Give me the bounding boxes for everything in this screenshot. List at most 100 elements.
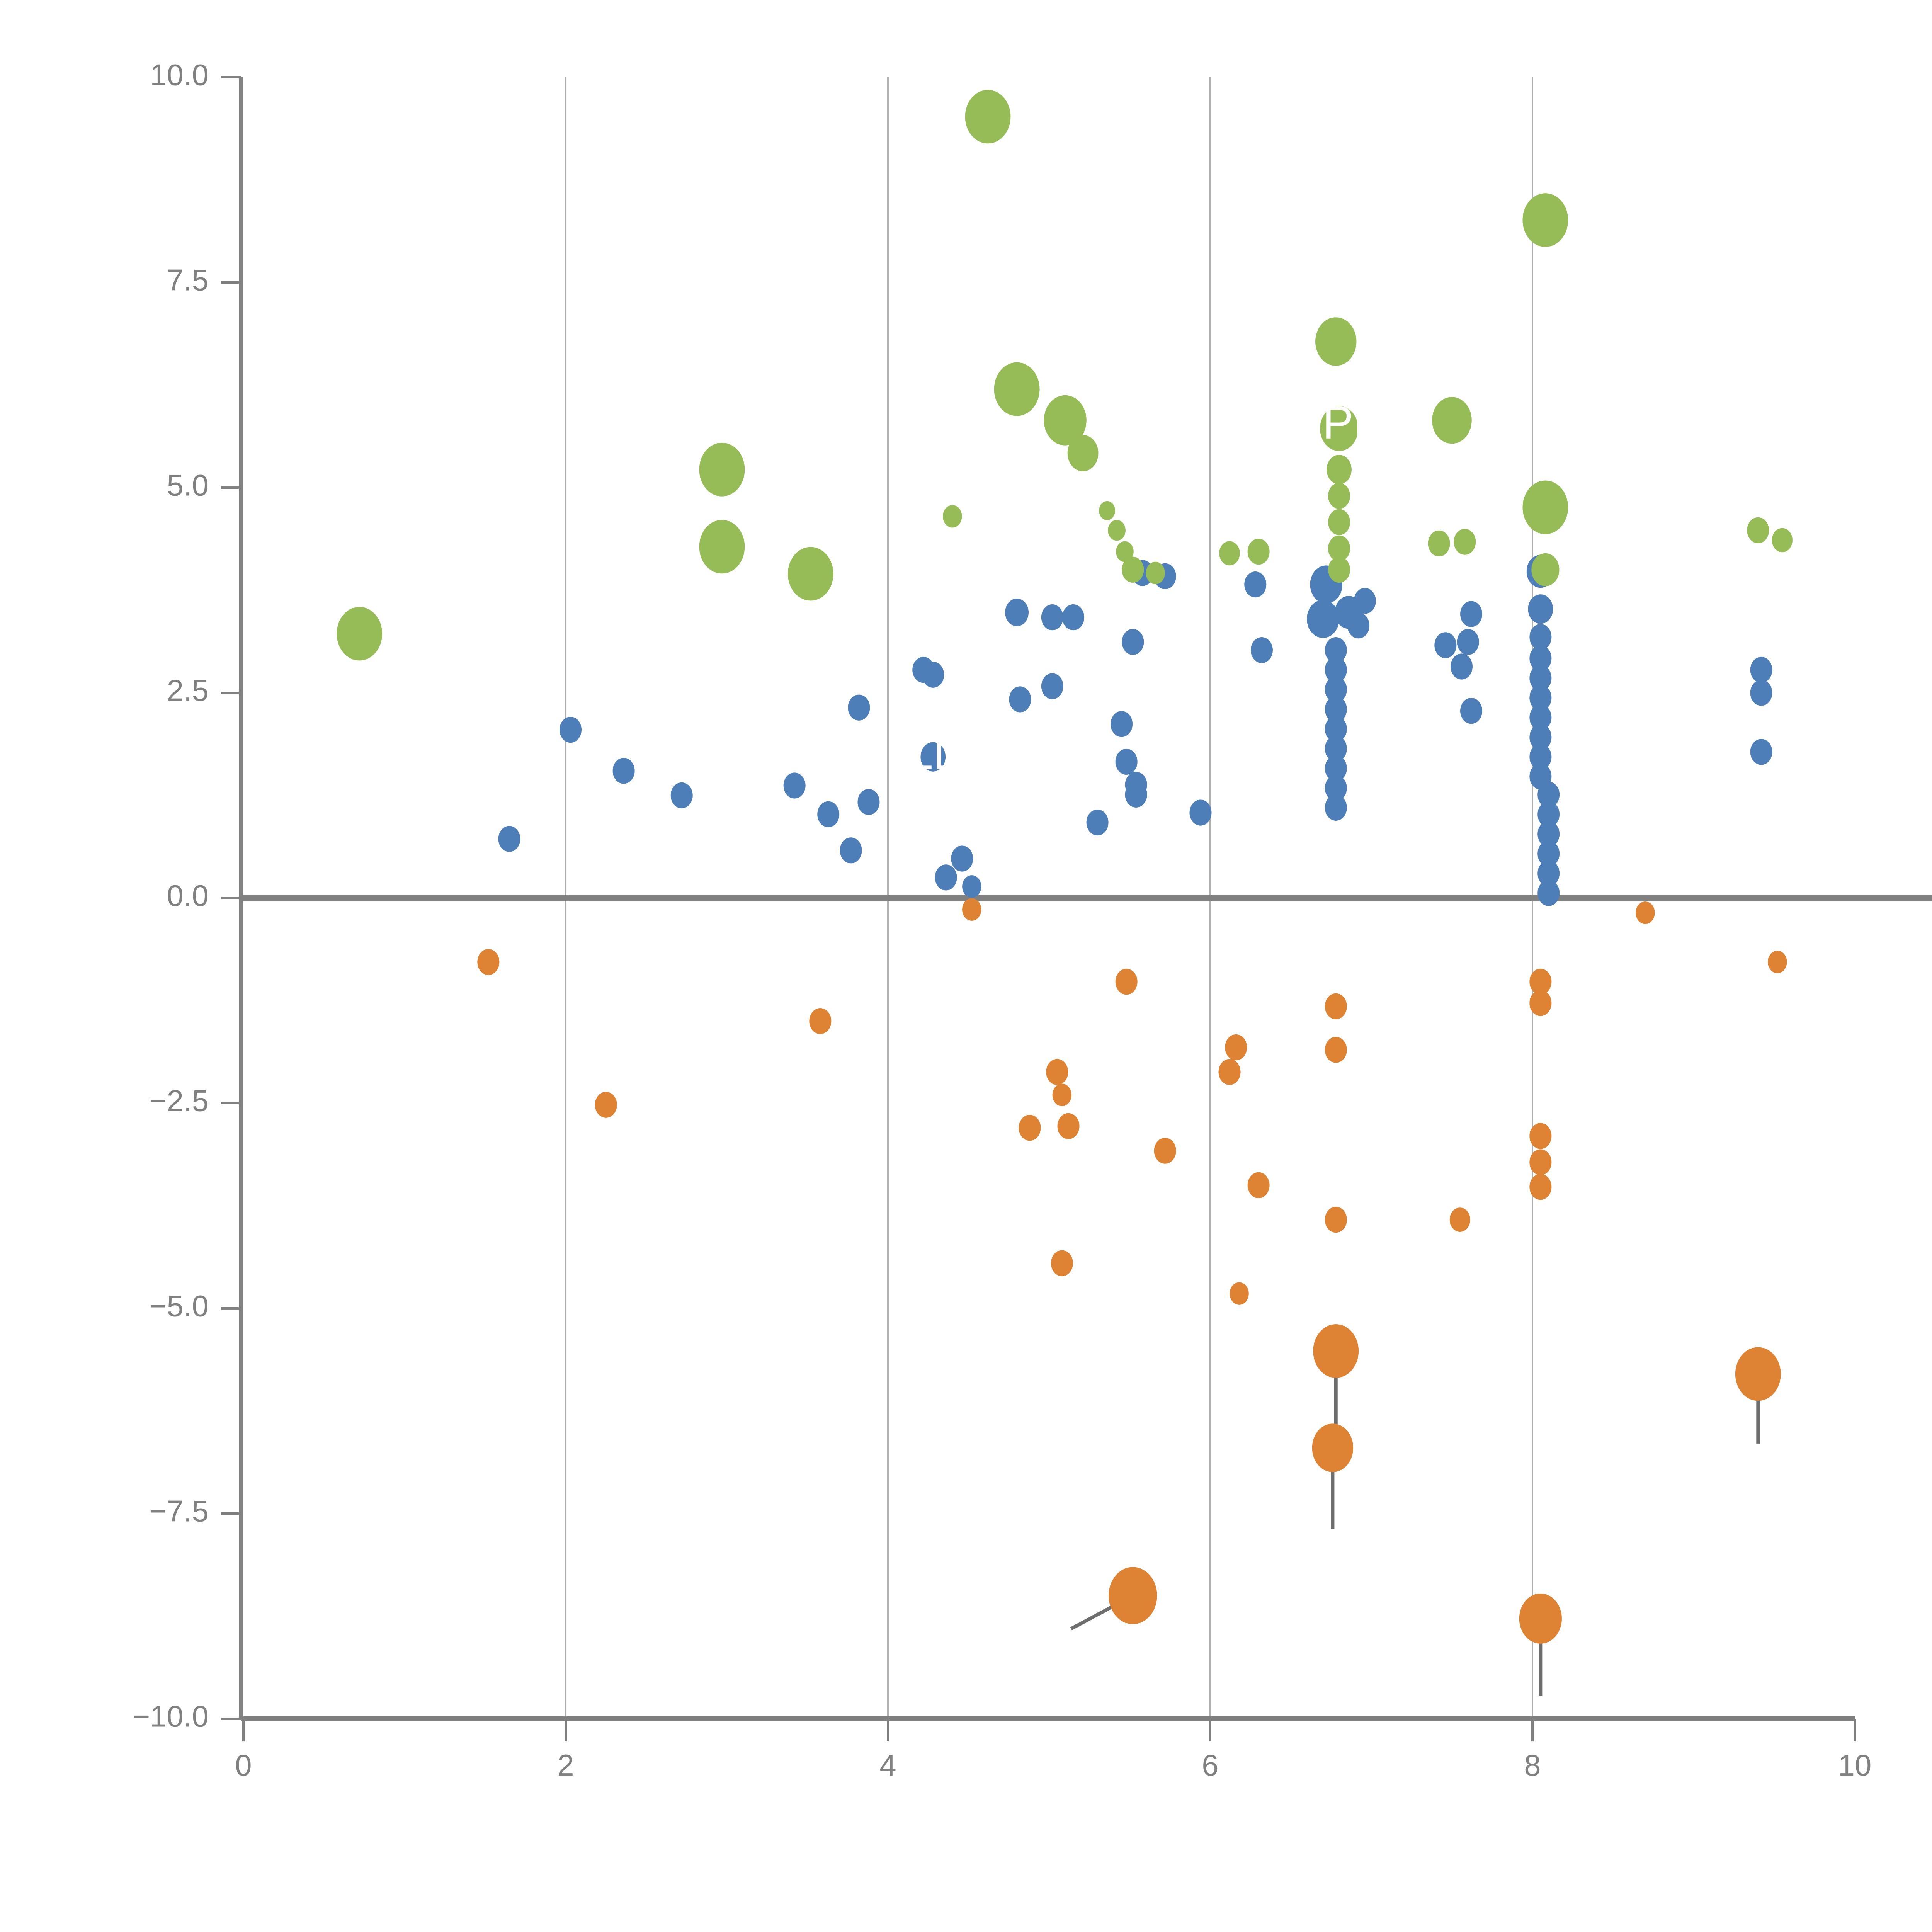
- data-point[interactable]: [1307, 600, 1339, 638]
- data-point[interactable]: [1320, 406, 1359, 451]
- data-point[interactable]: [1327, 455, 1352, 485]
- data-point[interactable]: [1111, 711, 1133, 737]
- data-point[interactable]: [1537, 880, 1560, 906]
- data-point[interactable]: [1636, 901, 1655, 924]
- data-point[interactable]: [1531, 553, 1560, 586]
- data-point[interactable]: [1529, 1174, 1552, 1200]
- data-point[interactable]: [1529, 744, 1552, 770]
- data-point[interactable]: [1247, 539, 1270, 565]
- data-point[interactable]: [1347, 612, 1370, 639]
- data-point[interactable]: [1529, 969, 1552, 995]
- data-point[interactable]: [1325, 716, 1347, 742]
- data-point[interactable]: [1457, 629, 1479, 655]
- data-point[interactable]: [1750, 656, 1772, 683]
- data-point[interactable]: [1528, 594, 1553, 624]
- data-point[interactable]: [1460, 698, 1483, 724]
- series-green[interactable]: [337, 90, 1793, 661]
- data-point[interactable]: [1537, 821, 1560, 847]
- data-point[interactable]: [1325, 993, 1347, 1019]
- data-point[interactable]: [1125, 781, 1147, 808]
- data-point[interactable]: [1750, 680, 1772, 706]
- data-point[interactable]: [1449, 1208, 1470, 1232]
- data-point[interactable]: [1325, 755, 1347, 782]
- data-point[interactable]: [962, 898, 981, 921]
- data-point[interactable]: [1325, 696, 1347, 723]
- data-point[interactable]: [1312, 1423, 1354, 1472]
- data-point[interactable]: [1108, 520, 1126, 541]
- data-point[interactable]: [1046, 1059, 1068, 1085]
- data-point[interactable]: [1122, 556, 1144, 583]
- data-point[interactable]: [1537, 801, 1560, 827]
- data-point[interactable]: [1750, 739, 1772, 765]
- data-point[interactable]: [1537, 781, 1560, 808]
- data-point[interactable]: [1529, 685, 1552, 711]
- data-point[interactable]: [1451, 653, 1473, 680]
- data-point[interactable]: [1067, 435, 1099, 471]
- series-orange[interactable]: [477, 898, 1787, 1696]
- data-point[interactable]: [1529, 645, 1552, 672]
- data-point[interactable]: [848, 694, 870, 721]
- data-point[interactable]: [1522, 480, 1568, 534]
- data-point[interactable]: [1325, 676, 1347, 703]
- data-point[interactable]: [1051, 1250, 1073, 1276]
- data-point[interactable]: [1529, 1149, 1552, 1175]
- data-point[interactable]: [1219, 541, 1240, 566]
- data-point[interactable]: [1019, 1115, 1041, 1141]
- data-point[interactable]: [817, 801, 840, 827]
- data-point[interactable]: [1057, 1113, 1080, 1139]
- data-point[interactable]: [1052, 1083, 1072, 1106]
- data-point[interactable]: [943, 505, 962, 528]
- data-point[interactable]: [1115, 969, 1138, 995]
- data-point[interactable]: [1328, 509, 1350, 535]
- data-point[interactable]: [1189, 799, 1212, 826]
- data-point[interactable]: [1354, 588, 1376, 614]
- data-point[interactable]: [699, 442, 745, 497]
- data-point[interactable]: [1325, 794, 1347, 821]
- data-point[interactable]: [962, 875, 981, 898]
- data-point[interactable]: [809, 1008, 832, 1034]
- data-point[interactable]: [1099, 501, 1116, 520]
- data-points[interactable]: [337, 90, 1793, 1696]
- data-point[interactable]: [1146, 561, 1165, 585]
- data-point[interactable]: [1005, 599, 1029, 626]
- data-point[interactable]: [1772, 528, 1793, 553]
- data-point[interactable]: [1086, 809, 1109, 836]
- data-point[interactable]: [1537, 840, 1560, 867]
- data-point[interactable]: [1747, 517, 1769, 544]
- data-point[interactable]: [1122, 629, 1144, 655]
- data-point[interactable]: [1529, 704, 1552, 731]
- data-point[interactable]: [1115, 748, 1138, 775]
- data-point[interactable]: [1460, 601, 1483, 627]
- data-point[interactable]: [935, 864, 957, 891]
- data-point[interactable]: [699, 520, 745, 574]
- data-point[interactable]: [670, 782, 693, 809]
- data-point[interactable]: [1529, 665, 1552, 691]
- data-point[interactable]: [787, 547, 833, 601]
- data-point[interactable]: [1315, 317, 1357, 366]
- data-point[interactable]: [1434, 632, 1457, 658]
- data-point[interactable]: [477, 949, 500, 975]
- data-point[interactable]: [1529, 724, 1552, 750]
- data-point[interactable]: [1325, 1207, 1347, 1233]
- data-point[interactable]: [560, 716, 582, 743]
- data-point[interactable]: [595, 1092, 617, 1118]
- data-point[interactable]: [1250, 637, 1273, 663]
- data-point[interactable]: [612, 758, 635, 784]
- data-point[interactable]: [857, 789, 880, 815]
- data-point[interactable]: [498, 826, 520, 852]
- data-point[interactable]: [1247, 1172, 1270, 1198]
- data-point[interactable]: [1454, 529, 1476, 555]
- data-point[interactable]: [994, 362, 1040, 416]
- data-point[interactable]: [1529, 990, 1552, 1016]
- data-point[interactable]: [1109, 1567, 1157, 1624]
- data-point[interactable]: [1432, 397, 1472, 444]
- data-point[interactable]: [1313, 1324, 1359, 1378]
- data-point[interactable]: [1218, 1059, 1241, 1085]
- data-point[interactable]: [337, 607, 383, 661]
- data-point[interactable]: [1225, 1034, 1247, 1061]
- data-point[interactable]: [1325, 735, 1347, 762]
- data-point[interactable]: [1325, 775, 1347, 801]
- data-point[interactable]: [1044, 395, 1087, 446]
- data-point[interactable]: [1154, 1138, 1176, 1164]
